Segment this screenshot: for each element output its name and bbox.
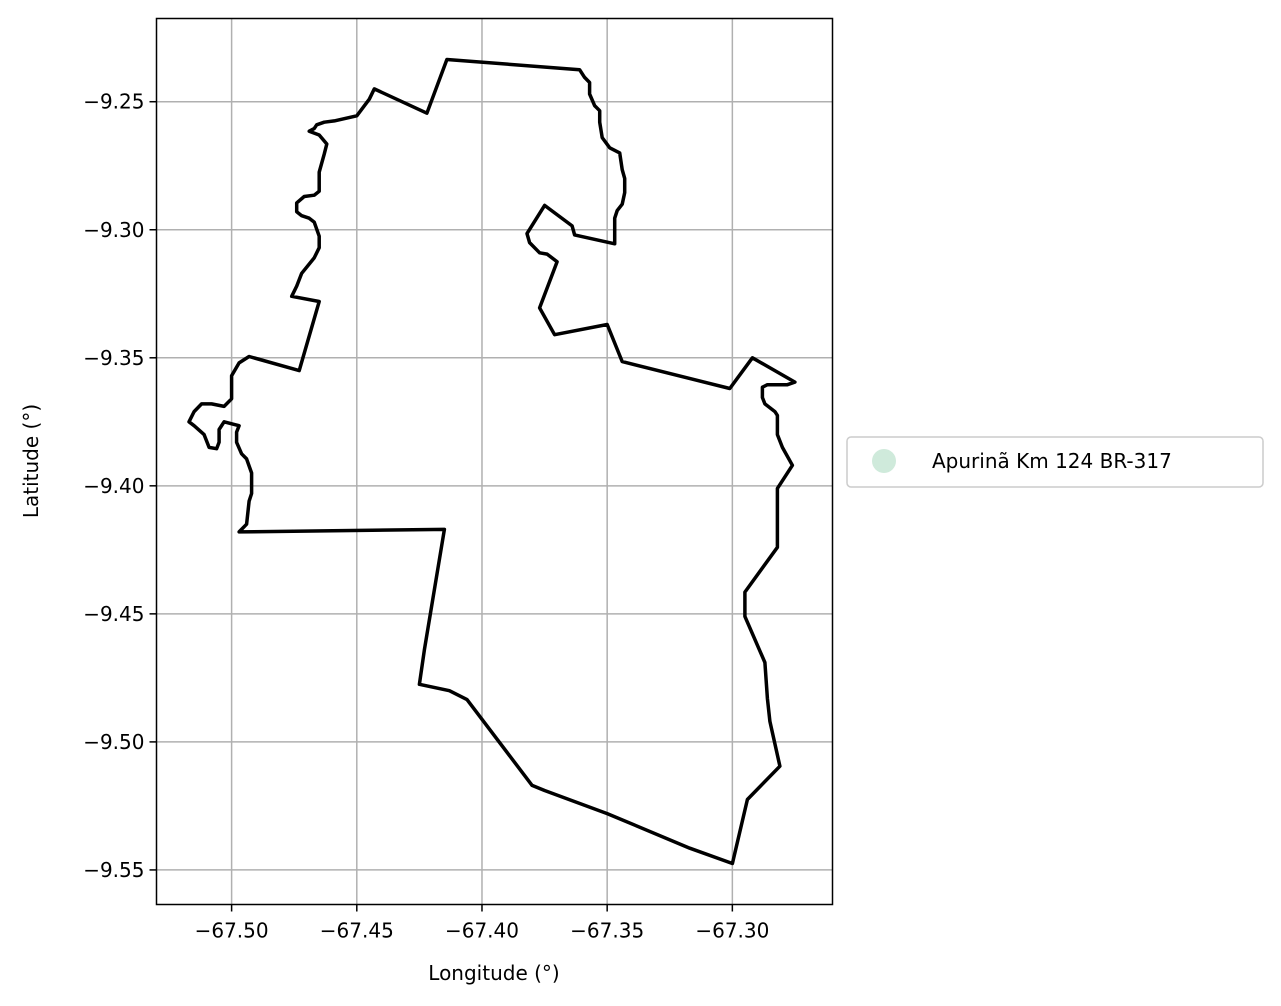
y-tick-label: −9.50 xyxy=(83,730,144,754)
axes-frame xyxy=(155,17,834,906)
x-tick-label: −67.50 xyxy=(195,919,269,943)
territory-boundary xyxy=(187,57,797,866)
plot-area xyxy=(155,17,834,906)
y-tick-label: −9.25 xyxy=(83,90,144,114)
x-axis-ticks: −67.50 −67.45 −67.40 −67.35 −67.30 xyxy=(195,904,769,943)
x-tick-label: −67.35 xyxy=(570,919,644,943)
y-tick-label: −9.55 xyxy=(83,858,144,882)
y-axis-title: Latitude (°) xyxy=(19,404,43,518)
y-tick-label: −9.45 xyxy=(83,602,144,626)
x-axis-title: Longitude (°) xyxy=(428,961,559,985)
y-tick-label: −9.40 xyxy=(83,474,144,498)
legend-label: Apurinã Km 124 BR-317 xyxy=(932,449,1172,473)
boundary-layer xyxy=(187,57,797,866)
y-axis-ticks: −9.25 −9.30 −9.35 −9.40 −9.45 −9.50 −9.55 xyxy=(83,90,157,882)
x-tick-label: −67.40 xyxy=(445,919,519,943)
grid xyxy=(156,18,833,905)
y-tick-label: −9.35 xyxy=(83,346,144,370)
legend-marker xyxy=(872,449,896,473)
legend-frame xyxy=(846,436,1264,488)
x-tick-label: −67.30 xyxy=(695,919,769,943)
y-tick-label: −9.30 xyxy=(83,218,144,242)
legend: Apurinã Km 124 BR-317 xyxy=(846,436,1264,488)
x-tick-label: −67.45 xyxy=(320,919,394,943)
